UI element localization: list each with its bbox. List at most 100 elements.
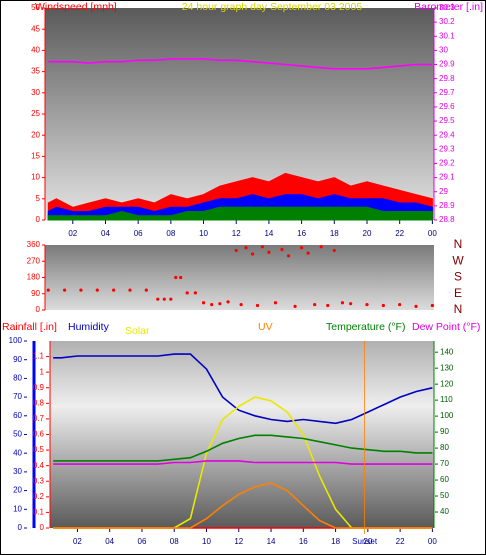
point (286, 254, 291, 258)
point (326, 303, 330, 308)
tick-label: 50 (31, 3, 40, 12)
x-tick-label: 02 (73, 537, 82, 546)
tick-label: 10 (31, 173, 40, 182)
tick-label: 40 (13, 448, 22, 457)
point (46, 288, 50, 292)
point (128, 288, 132, 292)
x-tick-label: 20 (363, 537, 372, 546)
chart-title: 24 hour graph day September 03 2005 (182, 1, 363, 13)
point (218, 302, 222, 306)
plot-area (50, 341, 434, 528)
tick-label: 30.3 (439, 3, 455, 12)
tick-label: 10 (13, 504, 22, 513)
tick-label: 28.9 (439, 201, 455, 210)
tick-label: 0.3 (33, 476, 45, 485)
tick-label: 0 (40, 523, 45, 532)
compass-label: N (454, 237, 463, 251)
tick-label: 0.5 (33, 445, 45, 454)
series-line (53, 460, 433, 465)
tick-label: 29.2 (439, 159, 455, 168)
tick-label: 30.1 (439, 31, 455, 40)
y-axis-label: Windspeed [mph] (35, 1, 117, 13)
tick-label: 29.9 (439, 60, 455, 69)
point (430, 303, 434, 308)
point (300, 246, 304, 250)
point (156, 297, 160, 301)
tick-label: 270 (27, 256, 41, 265)
point (234, 248, 238, 253)
point (112, 288, 116, 292)
tick-label: 180 (27, 273, 41, 282)
tick-label: 60 (13, 411, 22, 420)
plot-area (45, 245, 434, 310)
point (193, 291, 197, 295)
tick-label: 0.1 (33, 508, 45, 517)
x-tick-label: 16 (297, 229, 306, 238)
x-tick-label: 22 (395, 229, 404, 238)
tick-label: 30 (439, 46, 448, 55)
tick-label: 0.2 (33, 492, 45, 501)
tick-label: 80 (440, 443, 449, 452)
tick-label: 0 (36, 305, 41, 314)
annotation: Sunset (352, 537, 378, 546)
point (381, 303, 385, 308)
x-tick-label: 04 (101, 229, 110, 238)
point (226, 300, 230, 304)
tick-label: 70 (13, 392, 22, 401)
tick-label: 0.7 (33, 414, 45, 423)
tick-label: 28.8 (439, 215, 455, 224)
tick-label: 20 (31, 130, 40, 139)
point (293, 304, 297, 308)
point (267, 250, 271, 254)
tick-label: 110 (440, 395, 453, 404)
point (244, 246, 248, 250)
point (313, 302, 317, 307)
point (273, 301, 278, 305)
point (201, 301, 206, 305)
point (365, 302, 369, 307)
x-tick-label: 18 (330, 229, 339, 238)
tick-label: 1 (40, 367, 45, 376)
point (144, 288, 148, 292)
compass-label: N (454, 302, 463, 316)
x-tick-label: 14 (264, 229, 273, 238)
x-tick-label: 02 (68, 229, 77, 238)
tick-label: 0.9 (33, 383, 45, 392)
tick-label: 20 (13, 486, 22, 495)
point (185, 291, 189, 295)
x-tick-label: 16 (299, 537, 308, 546)
tick-label: 5 (36, 194, 41, 203)
tick-label: 30.2 (439, 17, 455, 26)
point (250, 252, 255, 256)
x-tick-label: 10 (199, 229, 208, 238)
point (255, 303, 260, 308)
point (398, 302, 402, 307)
tick-label: 0.6 (33, 430, 45, 439)
tick-label: 60 (440, 475, 449, 484)
tick-label: 29.8 (439, 74, 455, 83)
tick-label: 40 (440, 507, 449, 516)
tick-label: 100 (440, 411, 454, 420)
point (79, 288, 83, 292)
point (169, 297, 173, 301)
tick-label: 29.6 (439, 102, 455, 111)
tick-label: 29.5 (439, 116, 455, 125)
legend-label: Temperature (°F) (326, 321, 405, 333)
series-line (48, 58, 433, 70)
tick-label: 360 (27, 240, 41, 249)
tick-label: 45 (31, 24, 40, 33)
x-tick-label: 18 (331, 537, 340, 546)
point (340, 301, 345, 305)
point (162, 297, 166, 301)
tick-label: 100 (9, 336, 23, 345)
point (332, 248, 336, 253)
legend-label: Rainfall [.in] (2, 321, 57, 333)
tick-label: 120 (440, 379, 454, 388)
point (239, 302, 243, 307)
x-tick-label: 00 (428, 229, 437, 238)
series-line (53, 482, 433, 529)
x-tick-label: 06 (134, 229, 143, 238)
point (306, 251, 310, 255)
